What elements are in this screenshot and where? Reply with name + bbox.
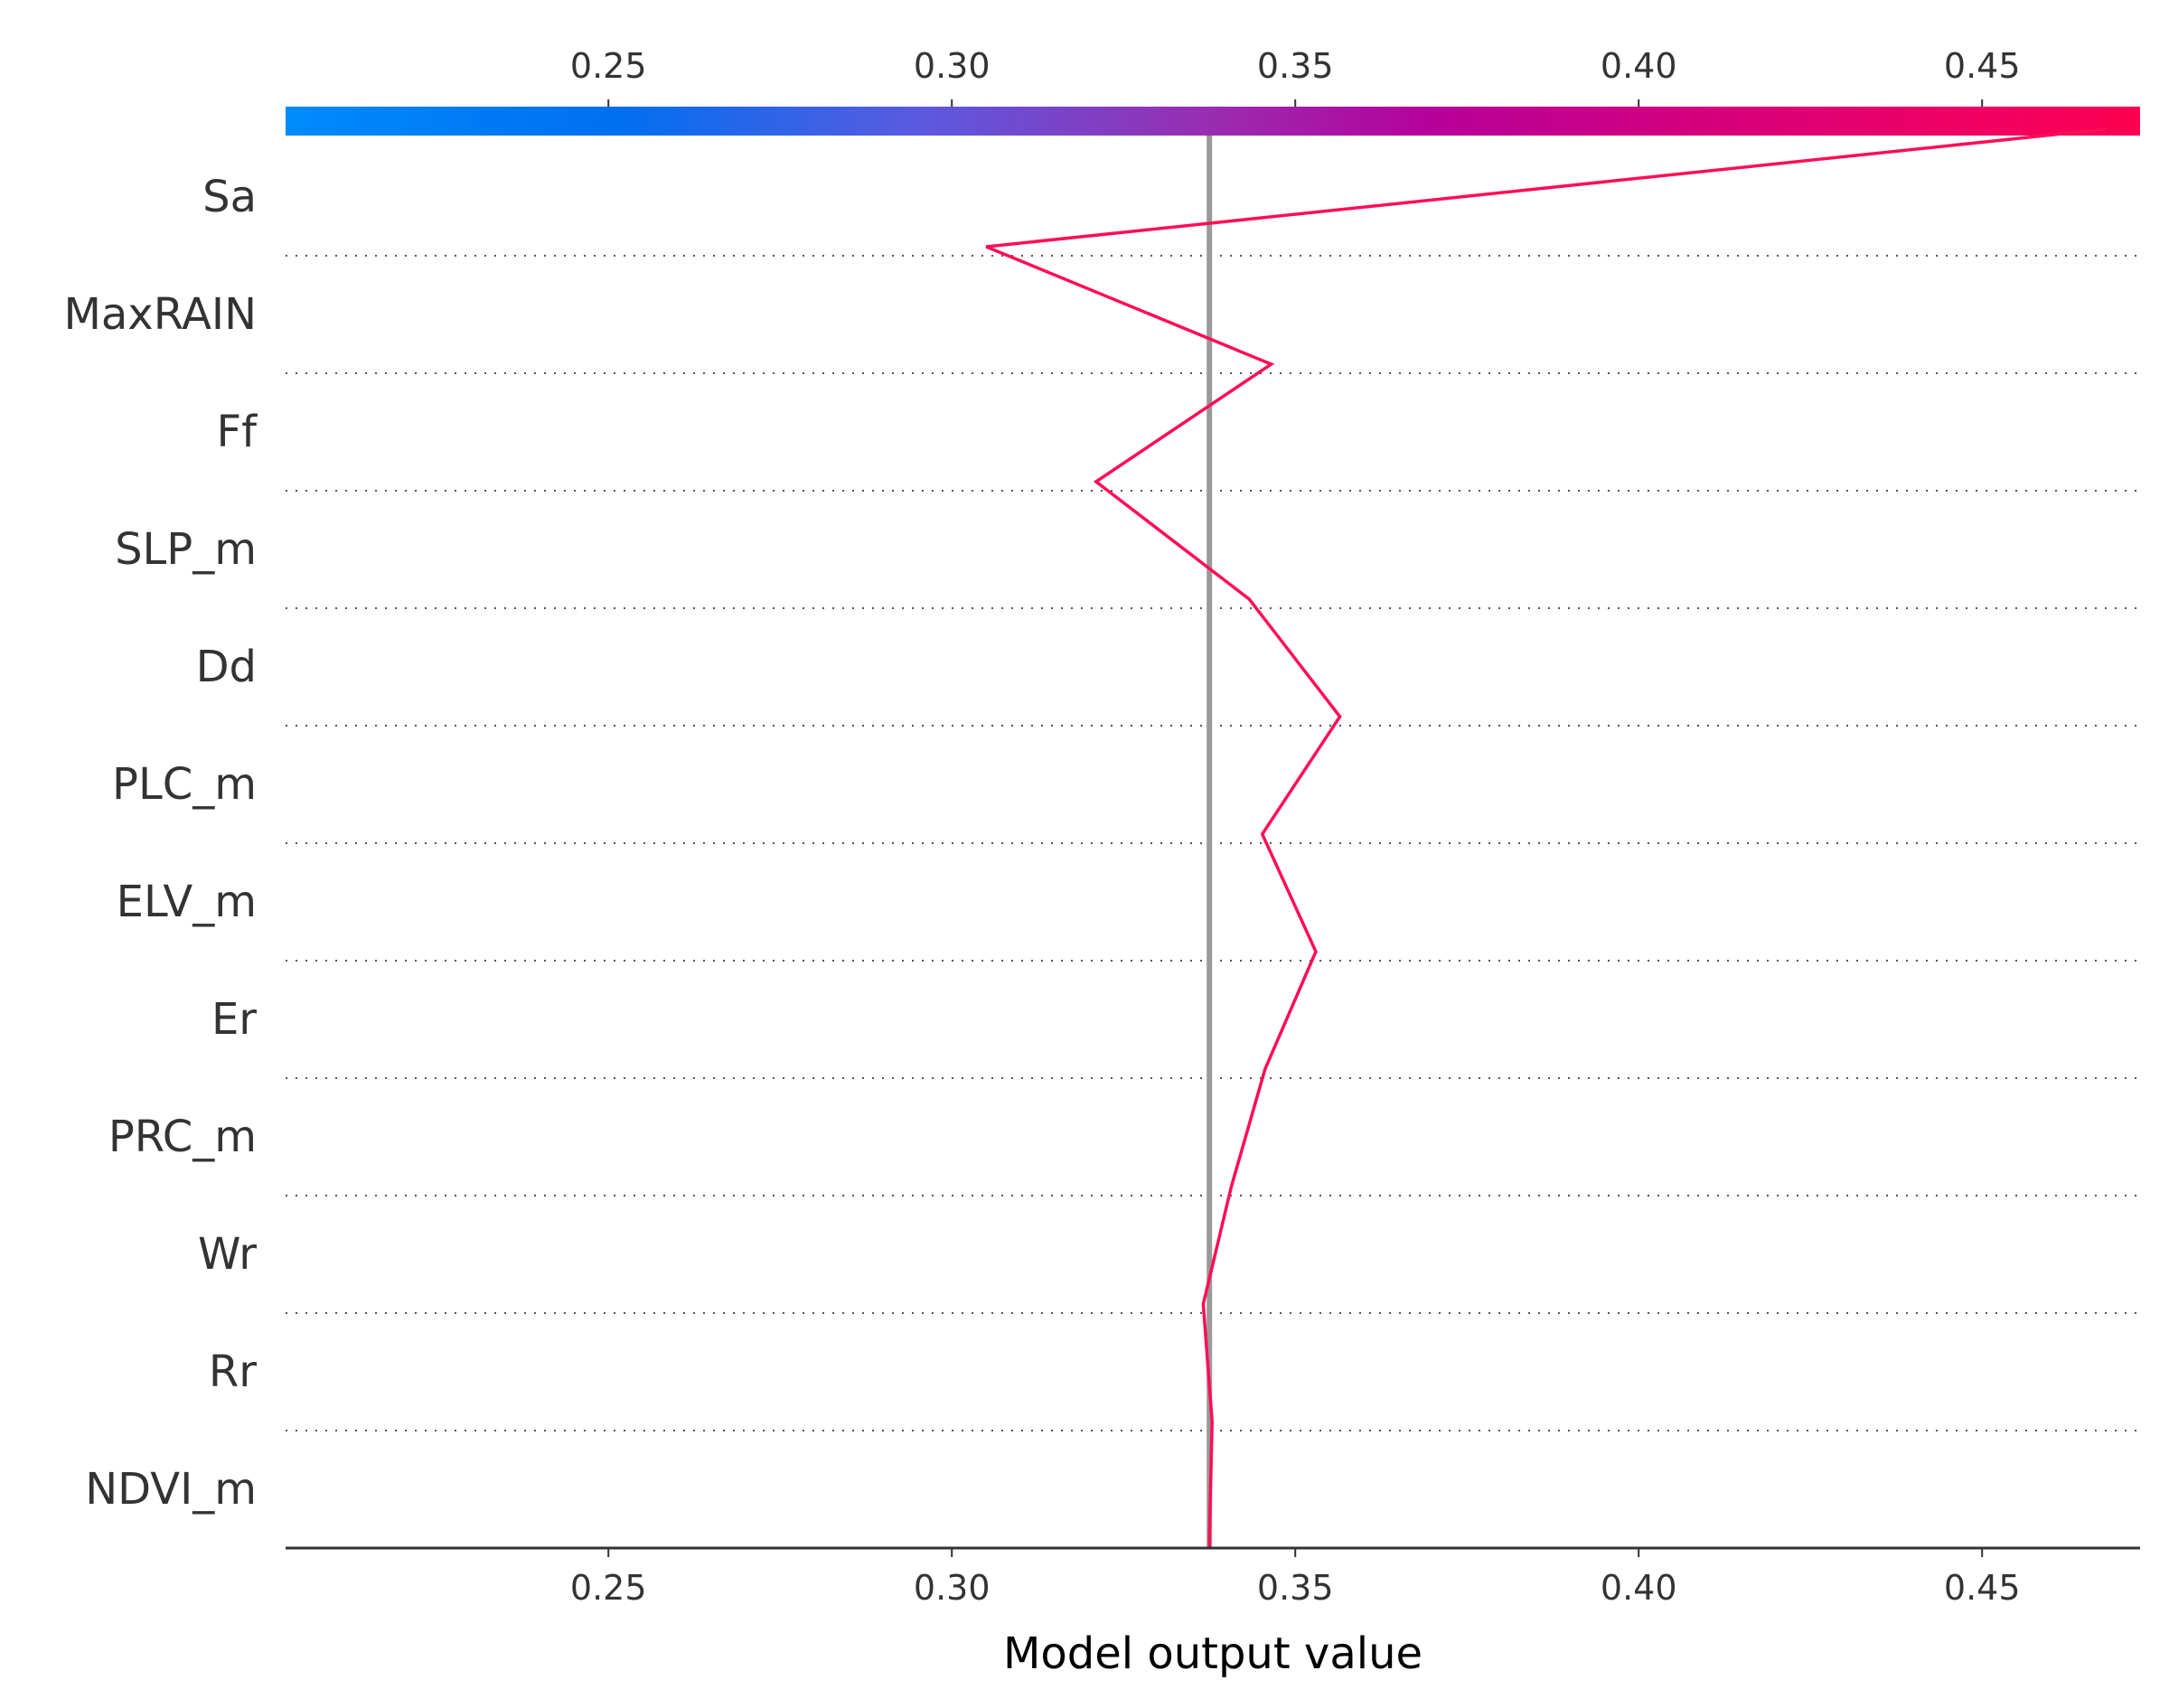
feature-label-ff: Ff: [216, 407, 258, 457]
feature-label-plc_m: PLC_m: [112, 759, 257, 810]
x-tick-label: 0.25: [570, 1568, 647, 1608]
x-tick-label: 0.45: [1944, 1568, 2021, 1608]
x-tick-label: 0.40: [1601, 1568, 1677, 1608]
x-axis: 0.25 0.30 0.35 0.40 0.45: [286, 1546, 2140, 1608]
colorbar-bar: [286, 107, 2140, 136]
colorbar-tick-label: 0.40: [1601, 46, 1677, 86]
feature-gridlines: [286, 255, 2140, 1431]
colorbar-tick-label: 0.45: [1944, 46, 2021, 86]
x-tick-label: 0.30: [914, 1568, 991, 1608]
feature-label-ndvi_m: NDVI_m: [85, 1464, 257, 1515]
colorbar-tick-label: 0.35: [1257, 46, 1334, 86]
colorbar-tick-label: 0.25: [570, 46, 647, 86]
feature-label-er: Er: [211, 994, 257, 1045]
feature-label-rr: Rr: [209, 1347, 257, 1397]
x-tick-label: 0.35: [1257, 1568, 1334, 1608]
x-axis-title: Model output value: [1003, 1628, 1423, 1679]
feature-label-wr: Wr: [198, 1229, 257, 1280]
feature-label-maxrain: MaxRAIN: [63, 289, 257, 340]
colorbar: 0.25 0.30 0.35 0.40 0.45: [286, 46, 2140, 136]
feature-label-dd: Dd: [196, 642, 257, 692]
colorbar-ticks: 0.25 0.30 0.35 0.40 0.45: [570, 46, 2021, 107]
feature-label-prc_m: PRC_m: [108, 1112, 257, 1162]
feature-label-sa: Sa: [202, 172, 257, 222]
feature-label-slp_m: SLP_m: [115, 524, 257, 575]
colorbar-tick-label: 0.30: [914, 46, 991, 86]
feature-labels: Sa MaxRAIN Ff SLP_m Dd PLC_m ELV_m Er PRC_m Wr Rr N…: [63, 172, 258, 1515]
feature-label-elv_m: ELV_m: [117, 877, 257, 927]
decision-line: [985, 127, 2107, 1548]
